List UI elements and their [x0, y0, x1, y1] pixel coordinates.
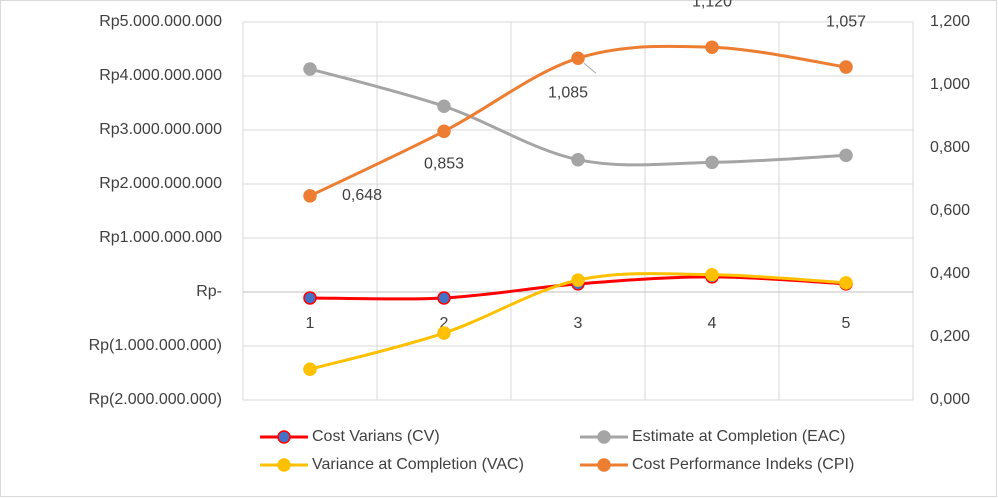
y-tick-label: Rp(2.000.000.000): [89, 391, 222, 408]
y-tick-label: Rp1.000.000.000: [99, 229, 222, 246]
marker: [303, 62, 317, 76]
marker: [839, 148, 853, 163]
x-tick-label: 1: [306, 315, 315, 332]
marker: [437, 326, 451, 340]
legend-marker: [597, 458, 611, 472]
marker: [839, 276, 853, 290]
y-tick-label: Rp(1.000.000.000): [89, 337, 222, 354]
marker: [437, 291, 451, 305]
marker: [303, 189, 317, 203]
y2-tick-label: 0,400: [930, 265, 970, 282]
y2-tick-label: 0,600: [930, 202, 970, 219]
legend-marker: [277, 430, 291, 444]
x-tick-label: 3: [574, 315, 583, 332]
marker: [705, 155, 719, 170]
y2-tick-label: 0,200: [930, 328, 970, 345]
marker: [437, 124, 451, 139]
y2-tick-label: 1,200: [930, 13, 970, 30]
marker: [839, 60, 853, 74]
marker: [571, 273, 585, 287]
legend-label: Estimate at Completion (EAC): [632, 428, 845, 445]
marker: [571, 51, 585, 65]
y2-tick-label: 1,000: [930, 76, 970, 93]
y2-tick-label: 0,000: [930, 391, 970, 408]
legend-marker: [597, 430, 611, 444]
data-label: 1,085: [548, 84, 588, 101]
y-tick-label: Rp4.000.000.000: [99, 67, 222, 84]
y-tick-label: Rp2.000.000.000: [99, 175, 222, 192]
y2-tick-label: 0,800: [930, 139, 970, 156]
marker: [571, 152, 585, 167]
marker: [705, 40, 719, 54]
data-label: 1,057: [826, 13, 866, 30]
data-label: 0,853: [424, 156, 464, 173]
legend-label: Variance at Completion (VAC): [312, 456, 524, 473]
x-tick-label: 5: [842, 315, 851, 332]
legend-label: Cost Performance Indeks (CPI): [632, 456, 854, 473]
legend-label: Cost Varians (CV): [312, 428, 440, 445]
leader-line: [583, 62, 597, 74]
data-label: 0,648: [342, 187, 382, 204]
y-tick-label: Rp3.000.000.000: [99, 121, 222, 138]
x-tick-label: 2: [440, 315, 449, 332]
x-tick-label: 4: [708, 315, 717, 332]
marker: [705, 267, 719, 282]
marker: [303, 362, 317, 376]
legend-marker: [277, 458, 291, 472]
marker: [437, 99, 451, 113]
marker: [303, 291, 317, 305]
data-label: 1,120: [692, 0, 732, 10]
y-tick-label: Rp5.000.000.000: [99, 13, 222, 30]
y-tick-label: Rp-: [196, 283, 222, 300]
